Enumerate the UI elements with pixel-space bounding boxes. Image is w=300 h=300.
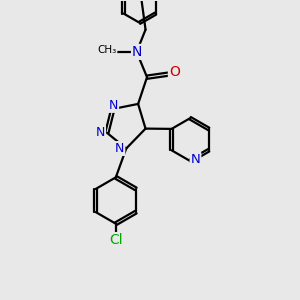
- Text: CH₃: CH₃: [97, 45, 116, 55]
- Text: N: N: [96, 126, 105, 139]
- Text: N: N: [109, 99, 118, 112]
- Text: Cl: Cl: [109, 233, 123, 247]
- Text: N: N: [132, 45, 142, 59]
- Text: N: N: [190, 153, 200, 166]
- Text: O: O: [169, 65, 180, 79]
- Text: N: N: [115, 142, 124, 155]
